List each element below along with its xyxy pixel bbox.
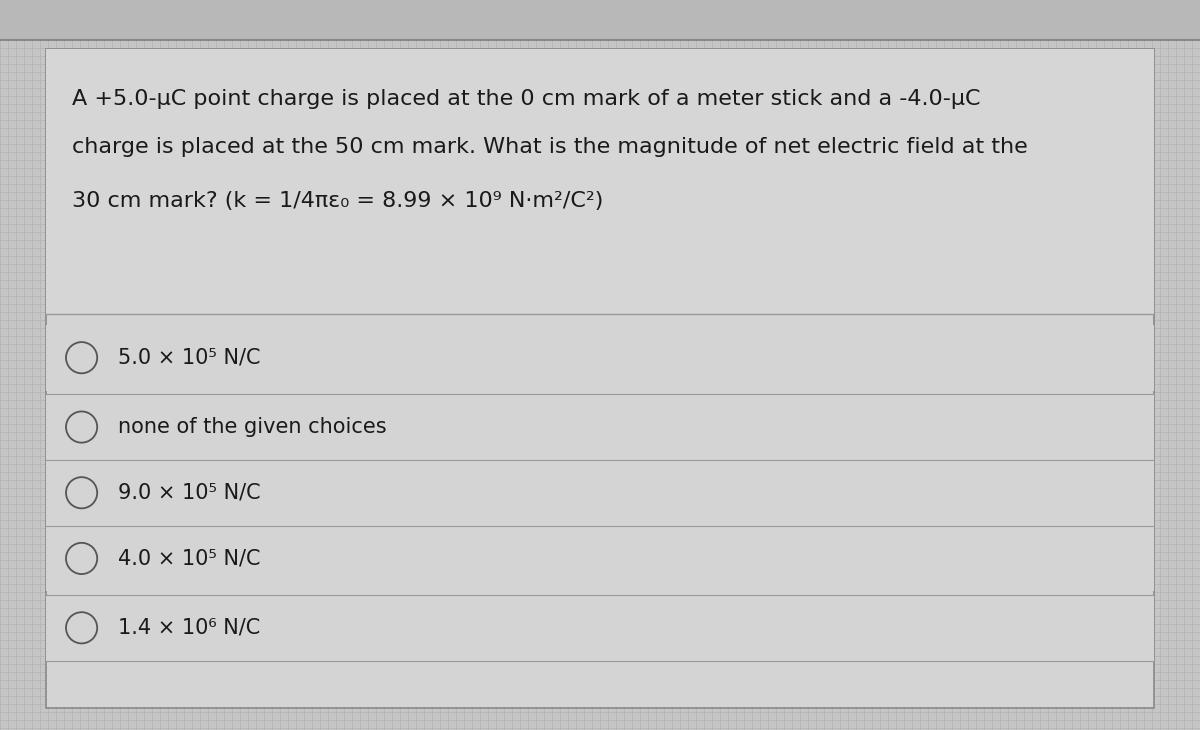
- Text: 1.4 × 10⁶ N/C: 1.4 × 10⁶ N/C: [118, 618, 260, 638]
- Text: 5.0 × 10⁵ N/C: 5.0 × 10⁵ N/C: [118, 347, 260, 368]
- Text: 4.0 × 10⁵ N/C: 4.0 × 10⁵ N/C: [118, 548, 260, 569]
- FancyBboxPatch shape: [46, 325, 1154, 391]
- FancyBboxPatch shape: [46, 394, 1154, 460]
- FancyBboxPatch shape: [46, 460, 1154, 526]
- FancyBboxPatch shape: [46, 595, 1154, 661]
- Text: A +5.0-μC point charge is placed at the 0 cm mark of a meter stick and a -4.0-μC: A +5.0-μC point charge is placed at the …: [72, 88, 980, 109]
- FancyBboxPatch shape: [0, 0, 1200, 40]
- Text: none of the given choices: none of the given choices: [118, 417, 386, 437]
- Text: 9.0 × 10⁵ N/C: 9.0 × 10⁵ N/C: [118, 483, 260, 503]
- Text: charge is placed at the 50 cm mark. What is the magnitude of net electric field : charge is placed at the 50 cm mark. What…: [72, 137, 1027, 158]
- FancyBboxPatch shape: [46, 49, 1154, 314]
- FancyBboxPatch shape: [46, 526, 1154, 591]
- Text: 30 cm mark? (k = 1/4πε₀ = 8.99 × 10⁹ N·m²/C²): 30 cm mark? (k = 1/4πε₀ = 8.99 × 10⁹ N·m…: [72, 191, 604, 211]
- FancyBboxPatch shape: [46, 49, 1154, 708]
